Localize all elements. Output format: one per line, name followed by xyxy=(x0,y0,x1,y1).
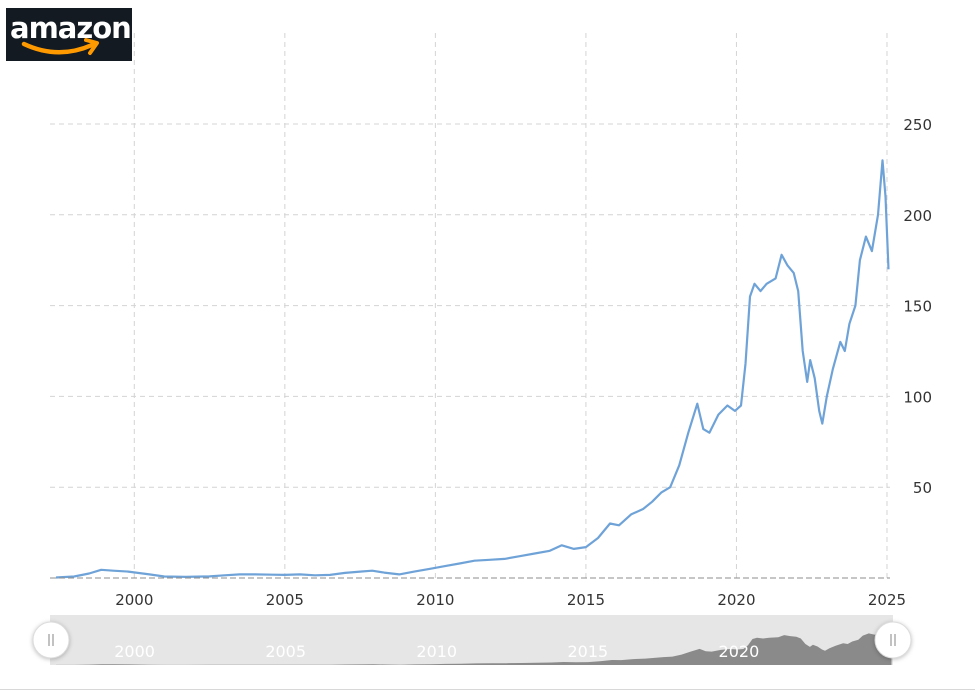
y-tick-label: 50 xyxy=(913,479,932,497)
bottom-divider xyxy=(0,689,975,690)
navigator-label: 2015 xyxy=(567,642,608,661)
handle-circle[interactable] xyxy=(874,621,912,659)
navigator-labels: 2000 2005 2010 2015 2020 xyxy=(114,642,759,661)
y-tick-label: 250 xyxy=(903,116,932,134)
chart-series-area xyxy=(55,159,890,579)
navigator-right-handle[interactable] xyxy=(874,621,912,659)
logo-text: amazon xyxy=(10,11,132,45)
grip-handle-icon xyxy=(890,634,896,646)
navigator-label: 2005 xyxy=(265,642,306,661)
x-tick-label: 2005 xyxy=(266,591,304,609)
series-line xyxy=(55,159,890,579)
y-tick-label: 150 xyxy=(903,298,932,316)
x-tick-label: 2000 xyxy=(115,591,153,609)
x-tick-label: 2015 xyxy=(567,591,605,609)
chart-axes: 50 100 150 200 250 2000 2005 2010 2015 2020 2025 xyxy=(50,116,932,609)
x-tick-label: 2020 xyxy=(717,591,755,609)
navigator-left-handle[interactable] xyxy=(32,621,70,659)
navigator-area xyxy=(56,626,892,665)
amazon-logo: amazon xyxy=(6,8,132,61)
chart-grid xyxy=(50,33,890,578)
y-tick-label: 200 xyxy=(903,207,932,225)
x-tick-label: 2010 xyxy=(416,591,454,609)
navigator-label: 2000 xyxy=(114,642,155,661)
handle-circle[interactable] xyxy=(32,621,70,659)
navigator-label: 2020 xyxy=(719,642,760,661)
grip-handle-icon xyxy=(48,634,54,646)
navigator-handles[interactable] xyxy=(32,621,912,659)
y-tick-label: 100 xyxy=(903,388,932,406)
navigator[interactable]: 2000 2005 2010 2015 2020 xyxy=(50,615,893,665)
navigator-label: 2010 xyxy=(416,642,457,661)
smile-arrow-icon xyxy=(21,38,99,55)
x-tick-label: 2025 xyxy=(868,591,906,609)
